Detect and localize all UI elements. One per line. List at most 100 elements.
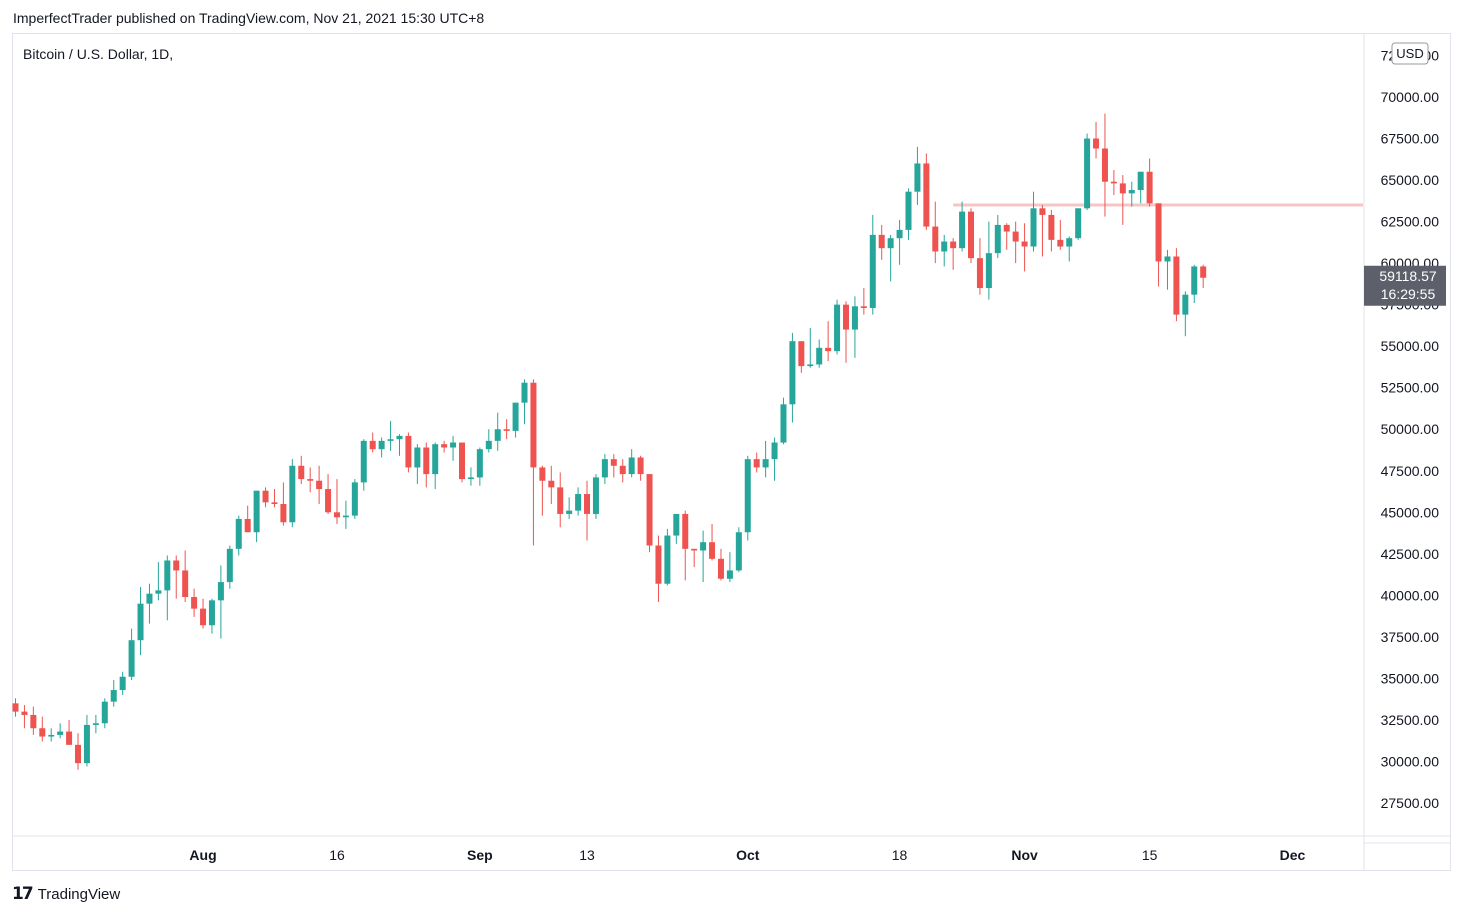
- candle: [646, 474, 653, 553]
- candle: [494, 412, 501, 451]
- currency-badge-label: USD: [1396, 46, 1423, 61]
- candle: [1003, 223, 1010, 250]
- candle: [83, 714, 90, 767]
- candle-body: [1066, 238, 1073, 247]
- last-price-tag-bg: [1364, 265, 1446, 306]
- candle: [1021, 223, 1028, 272]
- candle-body: [226, 548, 233, 583]
- candle: [217, 565, 224, 639]
- candle-body: [851, 306, 858, 330]
- candle-body: [655, 545, 662, 584]
- candle: [896, 219, 903, 265]
- price-axis-label: 55000.00: [1381, 338, 1440, 354]
- candle-body: [789, 341, 796, 405]
- candle-body: [798, 341, 805, 367]
- candle: [423, 442, 430, 488]
- candle: [539, 465, 546, 516]
- candle-body: [1191, 266, 1198, 295]
- candle: [244, 505, 251, 533]
- candle-body: [521, 382, 528, 403]
- candle: [1164, 249, 1171, 290]
- candle: [441, 440, 448, 453]
- candle: [173, 555, 180, 599]
- time-axis-label: Oct: [736, 847, 760, 863]
- chart-frame: [12, 33, 1451, 871]
- candle-body: [244, 518, 251, 533]
- candle: [637, 455, 644, 481]
- candle: [842, 301, 849, 363]
- candle: [119, 671, 126, 696]
- candle: [360, 439, 367, 491]
- candle-body: [1164, 256, 1171, 262]
- candle-body: [182, 570, 189, 598]
- candle: [342, 500, 349, 529]
- candle: [691, 548, 698, 568]
- candle: [155, 562, 162, 601]
- candle: [30, 706, 37, 735]
- candle-body: [691, 548, 698, 551]
- price-axis-label: 67500.00: [1381, 131, 1440, 147]
- time-axis-label: Nov: [1011, 847, 1038, 863]
- candle: [92, 714, 99, 734]
- candle: [253, 490, 260, 543]
- candle: [262, 487, 269, 508]
- candle: [432, 442, 439, 490]
- candle-body: [1200, 266, 1207, 278]
- price-axis-label: 40000.00: [1381, 587, 1440, 603]
- candle: [226, 545, 233, 589]
- candle-body: [119, 676, 126, 691]
- candle-body: [333, 512, 340, 518]
- candle-body: [539, 467, 546, 481]
- price-axis-label: 35000.00: [1381, 670, 1440, 686]
- price-axis-label: 32500.00: [1381, 712, 1440, 728]
- candle-body: [584, 494, 591, 514]
- footer: 17 TradingView: [12, 884, 120, 904]
- candle-body: [610, 459, 617, 466]
- candle-body: [1075, 208, 1082, 239]
- time-axis-label: Dec: [1280, 847, 1306, 863]
- candle-body: [1084, 138, 1091, 209]
- candle: [39, 716, 46, 742]
- candle: [405, 432, 412, 473]
- currency-badge[interactable]: USD: [1391, 42, 1429, 65]
- candle-body: [646, 474, 653, 546]
- candle-body: [360, 440, 367, 483]
- candle-body: [512, 402, 519, 431]
- candle: [101, 698, 108, 729]
- candle-body: [1030, 208, 1037, 247]
- candle-body: [860, 306, 867, 308]
- candle-body: [378, 440, 385, 450]
- candle: [164, 555, 171, 621]
- candle-body: [1128, 190, 1135, 194]
- price-axis-label: 62500.00: [1381, 214, 1440, 230]
- candle: [789, 332, 796, 423]
- candle: [66, 719, 73, 745]
- candle: [75, 733, 82, 770]
- candle-body: [485, 440, 492, 450]
- candle: [1084, 133, 1091, 210]
- candle-body: [83, 724, 90, 764]
- candle-body: [39, 728, 46, 737]
- candle: [271, 489, 278, 508]
- candle: [110, 680, 117, 707]
- candle: [146, 583, 153, 624]
- candle: [575, 487, 582, 516]
- candle-body: [744, 459, 751, 533]
- candle-body: [896, 229, 903, 239]
- candle: [709, 523, 716, 561]
- candle: [673, 513, 680, 544]
- candle: [298, 455, 305, 485]
- candle: [307, 467, 314, 493]
- candle-body: [432, 444, 439, 475]
- candle: [1030, 191, 1037, 252]
- candle: [1128, 181, 1135, 207]
- time-axis-label: 16: [329, 847, 345, 863]
- candle: [182, 550, 189, 602]
- candle-body: [762, 459, 769, 468]
- candle: [610, 454, 617, 478]
- candle-body: [700, 542, 707, 551]
- candle: [485, 429, 492, 453]
- candle: [21, 704, 28, 729]
- candle-body: [780, 404, 787, 443]
